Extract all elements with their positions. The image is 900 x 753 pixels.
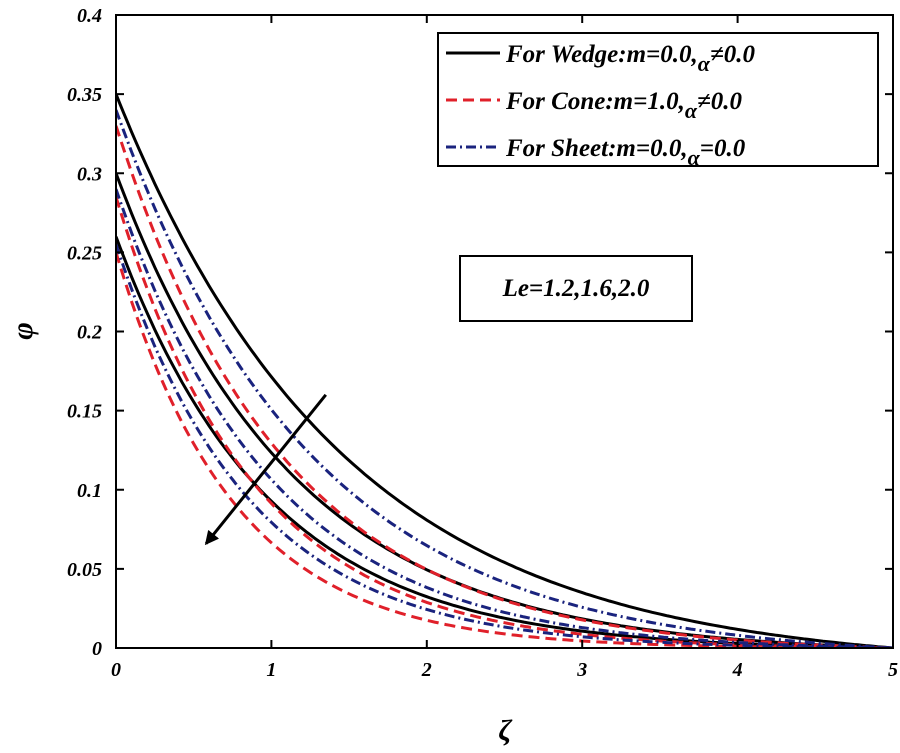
- series-line-wedge-2: [116, 172, 893, 648]
- y-tick-label: 0.15: [67, 401, 102, 423]
- annotation-text: Le=1.2,1.6,2.0: [502, 275, 650, 302]
- series-line-wedge-1: [116, 93, 893, 648]
- legend-label-cone: For Cone:m=1.0,α≠0.0: [505, 88, 743, 123]
- y-tick-label: 0.25: [67, 242, 102, 264]
- y-tick-label: 0: [92, 638, 102, 660]
- x-axis-label: ζ: [498, 714, 513, 747]
- series-line-sheet-1: [116, 109, 893, 648]
- y-tick-label: 0.4: [77, 5, 102, 27]
- x-tick-label: 4: [732, 659, 743, 681]
- series-line-sheet-2: [116, 188, 893, 648]
- x-tick-label: 1: [266, 659, 276, 681]
- annotation: Le=1.2,1.6,2.0: [459, 255, 693, 322]
- x-tick-label: 5: [888, 659, 898, 681]
- series-line-cone-1: [116, 125, 893, 648]
- legend: For Wedge:m=0.0,α≠0.0 For Cone:m=1.0,α≠0…: [437, 32, 879, 170]
- y-tick-label: 0.2: [77, 322, 102, 344]
- y-tick-label: 0.35: [67, 84, 102, 106]
- y-tick-label: 0.3: [77, 163, 102, 185]
- y-tick-label: 0.1: [77, 480, 102, 502]
- legend-label-sheet: For Sheet:m=0.0,α=0.0: [505, 135, 746, 170]
- x-tick-label: 2: [421, 659, 432, 681]
- x-tick-label: 3: [576, 659, 587, 681]
- series-line-cone-3: [116, 251, 893, 648]
- y-axis-label: φ: [6, 322, 39, 340]
- legend-label-wedge: For Wedge:m=0.0,α≠0.0: [505, 41, 755, 76]
- series-layer: [116, 93, 893, 648]
- y-tick-label: 0.05: [67, 559, 102, 581]
- legend-box: [437, 32, 879, 167]
- x-tick-label: 0: [111, 659, 121, 681]
- trend-arrow: [204, 393, 327, 546]
- annotation-box: [459, 255, 693, 322]
- ticks-layer: 0 1 2 3 4 5 0 0.05 0.1 0.15 0.2 0.25 0.3 0.35 0.4: [67, 5, 898, 681]
